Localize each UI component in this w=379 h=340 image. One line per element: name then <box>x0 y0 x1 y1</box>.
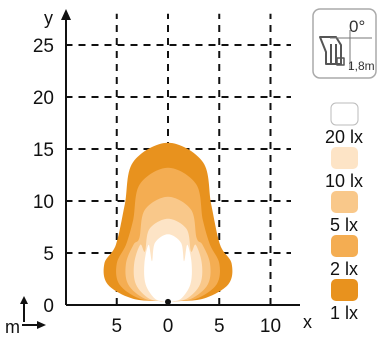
x-tick-label: 5 <box>111 316 122 337</box>
x-axis-label: x <box>303 312 312 332</box>
tick-labels: 5 0 5 10 0 5 10 15 20 25 <box>33 36 281 337</box>
x-tick-label: 5 <box>214 316 225 337</box>
legend-label: 20 lx <box>325 127 363 147</box>
legend-label: 5 lx <box>330 215 358 235</box>
legend-swatch <box>331 279 358 301</box>
headlight-icon <box>319 36 345 66</box>
isolux-contour-20-lx <box>144 234 192 302</box>
y-tick-label: 5 <box>43 244 54 265</box>
legend-swatch <box>331 147 358 169</box>
x-tick-label: 0 <box>163 316 174 337</box>
unit-indicator: m <box>5 296 46 337</box>
up-arrow-icon <box>20 296 28 304</box>
legend-swatch <box>331 191 358 213</box>
y-tick-label: 15 <box>33 140 54 161</box>
lamp-position-marker <box>165 298 171 305</box>
right-arrow-icon <box>37 321 46 329</box>
y-tick-label: 25 <box>33 36 54 57</box>
legend-label: 10 lx <box>325 171 363 191</box>
y-axis-label: y <box>44 8 53 28</box>
y-axis-arrow-icon <box>61 9 71 20</box>
lamp-angle: 0° <box>349 17 365 36</box>
isolux-contours <box>103 142 233 305</box>
lamp-height: 1,8m <box>348 59 375 73</box>
y-tick-label: 20 <box>33 88 54 109</box>
lamp-badge: 0° 1,8m <box>312 8 377 79</box>
legend-label: 1 lx <box>330 303 358 323</box>
legend: 20 lx 10 lx 5 lx 2 lx 1 lx <box>325 102 363 323</box>
legend-label: 2 lx <box>330 259 358 279</box>
axes: x y <box>44 8 312 332</box>
legend-swatch <box>330 102 359 126</box>
unit-label: m <box>5 317 20 337</box>
x-tick-label: 10 <box>260 316 281 337</box>
y-tick-label: 0 <box>43 296 54 317</box>
y-tick-label: 10 <box>33 192 54 213</box>
legend-swatch <box>331 235 358 257</box>
